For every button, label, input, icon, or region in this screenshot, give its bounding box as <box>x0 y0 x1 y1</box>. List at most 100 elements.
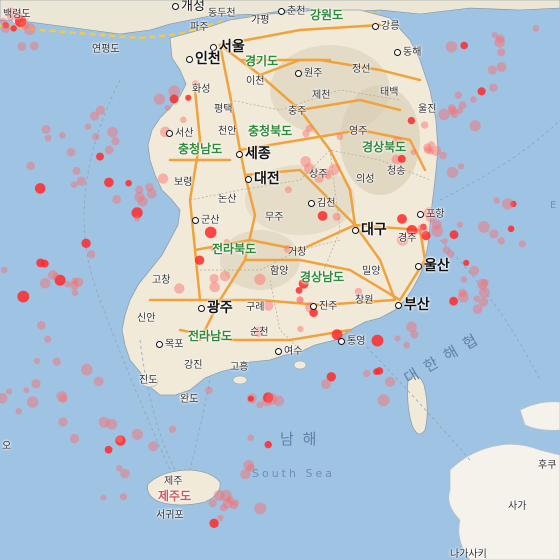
heat-dot <box>439 151 447 160</box>
city-paju[interactable]: 파주 <box>190 22 209 33</box>
city-daegu[interactable]: 대구 <box>352 219 387 239</box>
city-icheon[interactable]: 이천 <box>246 76 265 87</box>
heat-dot <box>478 221 490 233</box>
city-wando[interactable]: 완도 <box>180 394 199 405</box>
city-jindo[interactable]: 진도 <box>139 375 158 386</box>
heat-dot <box>302 129 310 138</box>
heat-dot <box>375 367 384 375</box>
heat-dot <box>456 221 463 228</box>
heat-dot <box>36 320 46 330</box>
city-yeosu[interactable]: 여수 <box>275 342 302 357</box>
heat-dot <box>309 308 318 318</box>
heat-dot <box>457 291 469 303</box>
city-gaeseong[interactable]: 개성 <box>172 0 205 14</box>
heat-dot <box>263 392 274 403</box>
city-gurye[interactable]: 구례 <box>246 302 265 313</box>
city-yeonpyeongdo[interactable]: 연평도 <box>92 44 120 55</box>
city-hwaseong[interactable]: 화성 <box>192 84 211 95</box>
heat-dot <box>59 132 66 139</box>
heat-dot <box>300 156 312 167</box>
city-cheonan[interactable]: 천안 <box>218 126 237 137</box>
city-yeongju[interactable]: 영주 <box>349 126 368 137</box>
heat-dot <box>416 224 428 236</box>
city-baengnyeongdo[interactable]: 백령도 <box>3 9 31 20</box>
city-taebaek[interactable]: 태백 <box>380 87 399 98</box>
heat-dot <box>247 434 254 442</box>
heat-dot <box>131 207 143 219</box>
heat-dot <box>104 145 114 155</box>
heat-dot <box>270 266 278 274</box>
city-tsushima-upper[interactable]: 후쿠 <box>538 460 557 471</box>
province-chungnam: 충청남도 <box>178 142 223 156</box>
city-gochang[interactable]: 고창 <box>152 275 171 286</box>
city-cheongsong[interactable]: 청송 <box>387 166 406 177</box>
city-dongducheon[interactable]: 동두천 <box>208 8 236 19</box>
city-jecheon[interactable]: 제천 <box>312 90 331 101</box>
city-busan[interactable]: 부산 <box>395 294 430 314</box>
city-sangju[interactable]: 상주 <box>309 169 328 180</box>
city-tongyeong[interactable]: 통영 <box>338 332 365 347</box>
heat-dot <box>131 428 143 440</box>
city-pyeongtaek[interactable]: 평택 <box>214 104 233 115</box>
city-sejong[interactable]: 세종 <box>236 143 271 163</box>
city-miryang[interactable]: 밀양 <box>362 266 381 277</box>
heat-dot <box>406 321 417 333</box>
heat-dot <box>93 376 104 387</box>
city-gapyeong[interactable]: 가평 <box>251 15 270 26</box>
heat-dot <box>7 13 14 21</box>
heat-dot <box>458 288 468 298</box>
heat-dot <box>52 357 61 366</box>
city-hamyang[interactable]: 함양 <box>270 266 289 277</box>
city-wonju[interactable]: 원주 <box>295 64 322 79</box>
heat-dot <box>377 394 390 407</box>
city-gunsan[interactable]: 군산 <box>192 211 219 226</box>
heat-dot <box>137 196 148 207</box>
city-nonsan[interactable]: 논산 <box>218 194 237 205</box>
city-jinju[interactable]: 진주 <box>310 297 337 312</box>
highways <box>148 23 427 342</box>
city-ulsan[interactable]: 울산 <box>415 255 450 275</box>
city-pohang[interactable]: 포항 <box>417 205 444 220</box>
city-mokpo[interactable]: 목포 <box>156 335 183 350</box>
city-gangjin[interactable]: 강진 <box>184 360 203 371</box>
city-seogwipo[interactable]: 서귀포 <box>156 510 184 521</box>
city-muju[interactable]: 무주 <box>265 212 284 223</box>
city-geochang[interactable]: 거창 <box>288 247 307 258</box>
heat-dot <box>254 273 266 286</box>
city-seosan[interactable]: 서산 <box>166 124 193 139</box>
city-uljin[interactable]: 울진 <box>418 104 437 115</box>
city-donghae[interactable]: 동해 <box>394 43 421 58</box>
city-gwangju[interactable]: 광주 <box>198 297 233 317</box>
city-suncheon[interactable]: 순천 <box>250 327 269 338</box>
heat-dot <box>107 126 118 138</box>
city-gimcheon[interactable]: 김천 <box>308 194 335 209</box>
city-sinan[interactable]: 신안 <box>137 313 156 324</box>
city-changwon[interactable]: 창원 <box>355 295 374 306</box>
city-tsushima-low[interactable]: 나가사키 <box>450 549 487 560</box>
city-tsushima-mid[interactable]: 사가 <box>508 501 527 512</box>
city-chuncheon[interactable]: 춘천 <box>278 2 305 17</box>
heat-dot <box>458 101 467 110</box>
heat-dot <box>226 496 235 504</box>
heat-dot <box>112 195 122 204</box>
heat-dot <box>23 387 30 394</box>
heat-dot <box>222 498 233 509</box>
city-seoul[interactable]: 서울 <box>210 36 245 56</box>
heat-dot <box>304 163 315 175</box>
city-daejeon[interactable]: 대전 <box>245 168 280 188</box>
heat-dot <box>273 395 285 407</box>
heat-dot <box>174 283 185 294</box>
city-goheung[interactable]: 고흥 <box>230 362 249 373</box>
city-gyeongju[interactable]: 경주 <box>398 233 417 244</box>
city-jeongseon[interactable]: 정선 <box>352 64 371 75</box>
province-gangwon: 강원도 <box>310 8 344 22</box>
city-boryeong[interactable]: 보령 <box>174 177 193 188</box>
city-uiseong[interactable]: 의성 <box>356 174 375 185</box>
city-jeju[interactable]: 제주 <box>164 476 183 487</box>
heat-dot <box>494 37 505 48</box>
city-chungju[interactable]: 충주 <box>288 106 307 117</box>
heat-dot <box>209 281 220 293</box>
city-gangneung[interactable]: 강릉 <box>372 17 399 32</box>
city-incheon[interactable]: 인천 <box>186 48 221 68</box>
